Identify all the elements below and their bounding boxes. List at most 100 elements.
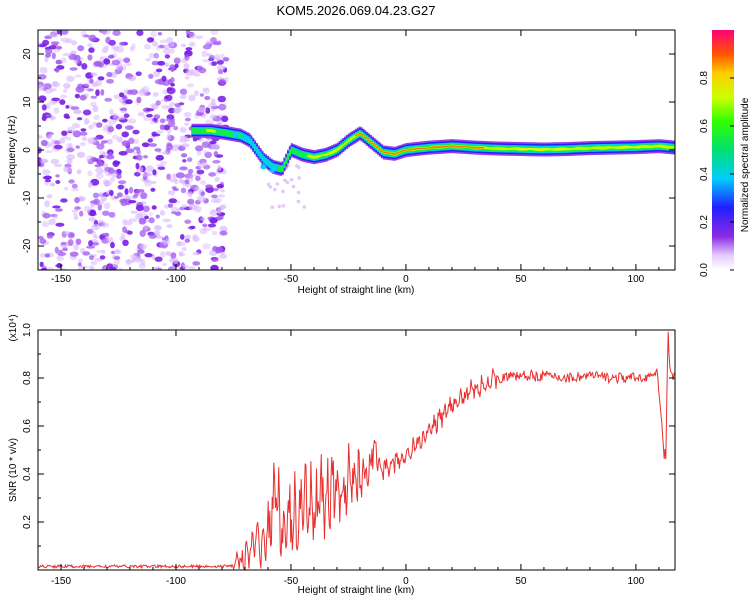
noise-blob xyxy=(40,267,48,270)
noise-blob xyxy=(217,208,222,215)
ridge-cell xyxy=(631,146,634,149)
noise-blob xyxy=(65,105,70,109)
ridge-cell xyxy=(458,146,461,148)
noise-blob xyxy=(125,196,134,200)
ridge-cell xyxy=(645,145,648,149)
noise-blob xyxy=(106,263,113,268)
noise-blob xyxy=(102,125,110,130)
noise-blob xyxy=(210,264,219,270)
noise-blob xyxy=(203,164,211,170)
noise-blob xyxy=(100,89,105,96)
noise-blob xyxy=(171,211,177,215)
noise-blob xyxy=(205,40,211,46)
noise-blob xyxy=(189,32,196,39)
ridge-cell xyxy=(557,147,560,151)
ridge-cell xyxy=(419,147,422,150)
noise-blob xyxy=(68,179,75,184)
top-x-tick-label: 0 xyxy=(403,274,409,285)
ridge-cell xyxy=(320,154,323,157)
bottom-x-tick-label: 0 xyxy=(403,576,409,587)
noise-blob xyxy=(87,54,93,61)
noise-blob xyxy=(77,262,82,267)
noise-blob xyxy=(277,204,282,209)
noise-blob xyxy=(148,143,157,147)
noise-blob xyxy=(108,54,115,59)
noise-blob xyxy=(66,154,76,160)
noise-blob xyxy=(184,219,192,224)
colorbar-tick-label: 0.6 xyxy=(699,119,710,133)
noise-blob xyxy=(81,63,88,70)
ridge-cell xyxy=(266,159,269,167)
noise-blob xyxy=(39,261,44,268)
noise-blob xyxy=(180,234,185,240)
noise-blob xyxy=(109,190,114,196)
ridge-cell xyxy=(531,148,534,151)
ridge-cell xyxy=(621,145,625,149)
ridge-cell xyxy=(314,155,317,159)
ridge-cell xyxy=(469,146,472,148)
noise-blob xyxy=(74,74,82,78)
noise-blob xyxy=(128,137,135,145)
noise-blob xyxy=(206,52,212,57)
ridge-cell xyxy=(255,146,258,154)
noise-blob xyxy=(170,252,177,259)
ridge-cell xyxy=(421,147,424,149)
ridge-cell xyxy=(500,147,503,150)
ridge-cell xyxy=(397,151,400,154)
noise-blob xyxy=(79,94,87,101)
ridge-cell xyxy=(590,147,593,149)
noise-blob xyxy=(152,169,157,176)
ridge-cell xyxy=(485,147,488,150)
ridge-cell xyxy=(220,129,223,135)
noise-blob xyxy=(166,118,172,122)
noise-blob xyxy=(119,92,125,98)
noise-blob xyxy=(174,63,179,69)
noise-blob xyxy=(77,45,85,52)
noise-blob xyxy=(152,41,158,47)
ridge-cell xyxy=(432,146,435,148)
noise-blob xyxy=(164,251,170,256)
noise-blob xyxy=(44,88,53,94)
noise-blob xyxy=(107,126,115,133)
ridge-cell xyxy=(241,132,244,141)
noise-blob xyxy=(160,250,166,258)
noise-blob xyxy=(38,157,43,164)
noise-blob xyxy=(156,45,161,51)
noise-blob xyxy=(52,80,58,87)
noise-blob xyxy=(74,93,80,99)
noise-blob xyxy=(181,204,188,208)
ridge-cell xyxy=(616,146,619,149)
top-x-tick-label: -100 xyxy=(166,274,186,285)
ridge-cell xyxy=(426,147,430,149)
ridge-cell xyxy=(307,154,310,158)
noise-blob xyxy=(58,249,63,253)
noise-blob xyxy=(210,114,217,120)
noise-blob xyxy=(178,251,184,257)
ridge-cell xyxy=(213,130,216,133)
ridge-cell xyxy=(539,148,542,152)
ridge-cell xyxy=(575,147,579,150)
bottom-x-tick-label: -150 xyxy=(51,576,71,587)
ridge-cell xyxy=(612,146,615,149)
ridge-cell xyxy=(529,148,533,150)
colorbar-label: Normalized spectral amplitude xyxy=(740,97,750,232)
noise-blob xyxy=(99,150,104,155)
noise-blob xyxy=(93,62,102,66)
noise-blob xyxy=(81,136,88,141)
noise-blob xyxy=(144,43,151,50)
noise-blob xyxy=(82,251,91,256)
ridge-cell xyxy=(649,145,652,148)
noise-blob xyxy=(205,186,215,194)
noise-blob xyxy=(184,75,190,80)
noise-blob xyxy=(57,252,67,256)
ridge-cell xyxy=(224,130,227,136)
ridge-cell xyxy=(603,146,606,150)
noise-blob xyxy=(203,150,209,154)
ridge-cell xyxy=(533,148,536,151)
ridge-cell xyxy=(599,146,602,150)
noise-blob xyxy=(270,205,275,209)
noise-blob xyxy=(188,41,196,47)
ridge-cell xyxy=(410,149,413,151)
bottom-x-tick-label: 100 xyxy=(628,576,645,587)
noise-blob xyxy=(82,34,90,38)
